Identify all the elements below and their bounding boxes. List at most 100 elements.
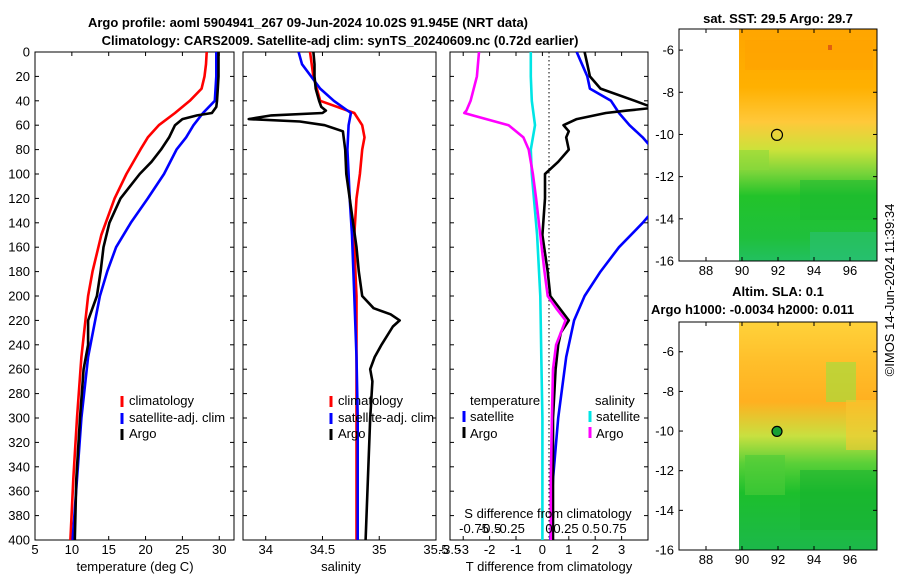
sla-map-panel: Altim. SLA: 0.1 Argo h1000: -0.0034 h200… xyxy=(651,284,878,567)
series-line-satellite-adj-clim xyxy=(71,52,218,540)
sla-argo-marker xyxy=(771,425,783,437)
x-tick-label: 15 xyxy=(101,542,115,557)
figure-title-line2: Climatology: CARS2009. Satellite-adj cli… xyxy=(102,33,579,48)
legend-title-temperature: temperature xyxy=(470,393,540,408)
x-tick-label: 0 xyxy=(539,542,546,557)
s-diff-tick-label: 0 xyxy=(545,521,552,536)
legend-s-argo: Argo xyxy=(596,426,623,441)
salinity-xlabel: salinity xyxy=(321,559,361,574)
salinity-panel: 34 34.5 35 35.5 salinity climatology satell… xyxy=(242,51,449,574)
map-y-tick-label: -10 xyxy=(655,424,674,439)
map-y-tick-label: -12 xyxy=(655,169,674,184)
map-y-tick-label: -16 xyxy=(655,254,674,269)
y-tick-label: 280 xyxy=(8,386,30,401)
temperature-yticks: 0 20 40 60 80 100 120 140 160 180 200 220 240 260 280 3… xyxy=(8,45,234,548)
series-line-argo xyxy=(247,52,402,540)
legend-satellite: satellite-adj. clim xyxy=(338,410,434,425)
y-tick-label: 380 xyxy=(8,508,30,523)
map-y-tick-label: -16 xyxy=(655,543,674,558)
salinity-legend: climatology satellite-adj. clim Argo xyxy=(329,393,434,441)
x-tick-label: 35 xyxy=(372,542,386,557)
difference-legend: temperature satellite Argo salinity sate… xyxy=(462,393,640,441)
y-tick-label: 60 xyxy=(16,118,30,133)
s-diff-tick-label: 0.75 xyxy=(601,521,626,536)
difference-lines xyxy=(462,52,648,540)
legend-climatology: climatology xyxy=(338,393,404,408)
x-tick-label: 10 xyxy=(65,542,79,557)
legend-t-argo: Argo xyxy=(470,426,497,441)
difference-xticks: -3.5-3 -2 -1 0 1 2 3 xyxy=(439,51,648,557)
legend-satellite: satellite-adj. clim xyxy=(129,410,225,425)
difference-xlabel: T difference from climatology xyxy=(466,559,633,574)
sst-field-patch xyxy=(800,180,877,220)
temperature-panel: 0 20 40 60 80 100 120 140 160 180 200 220 240 260 280 3… xyxy=(8,45,235,574)
s-satellite-line xyxy=(529,52,544,540)
y-tick-label: 80 xyxy=(16,142,30,157)
t-satellite-line xyxy=(549,52,648,540)
sst-field-patch xyxy=(739,150,769,170)
map-x-tick-label: 94 xyxy=(807,263,821,278)
x-tick-label: -1 xyxy=(510,542,522,557)
sla-field-patch xyxy=(826,362,856,402)
s-argo-line xyxy=(462,52,567,540)
legend-s-satellite: satellite xyxy=(596,409,640,424)
legend-title-salinity: salinity xyxy=(595,393,635,408)
y-tick-label: 140 xyxy=(8,215,30,230)
s-diff-tick-label: -0.25 xyxy=(495,521,525,536)
salinity-ytick-marks xyxy=(243,51,436,541)
difference-top-ticklabels: -0.75-0.5-0.25 0 0.25 0.5 0.75 xyxy=(459,521,626,536)
y-tick-label: 260 xyxy=(8,362,30,377)
sla-field-patch xyxy=(846,400,877,450)
map-x-tick-label: 90 xyxy=(735,552,749,567)
y-tick-label: 180 xyxy=(8,264,30,279)
y-tick-label: 0 xyxy=(23,45,30,60)
y-tick-label: 20 xyxy=(16,69,30,84)
sla-field-patch xyxy=(800,470,877,530)
x-tick-label: -3.5 xyxy=(439,542,461,557)
map-y-tick-label: -8 xyxy=(662,384,674,399)
series-line-argo xyxy=(73,52,220,540)
credit-wrapper: ©IMOS 14-Jun-2024 11:39:34 xyxy=(882,204,897,377)
map-y-tick-label: -6 xyxy=(662,43,674,58)
sla-map-ticks: 88 90 92 94 96 -6 -8 -10 -12 -14 -16 xyxy=(655,322,877,567)
y-tick-label: 100 xyxy=(8,167,30,182)
x-tick-label: 20 xyxy=(138,542,152,557)
legend-argo: Argo xyxy=(129,426,156,441)
sst-field-patch xyxy=(810,232,877,261)
s-diff-tick-label: 0.5 xyxy=(582,521,600,536)
legend-argo: Argo xyxy=(338,426,365,441)
s-diff-tick-label: -0.75 xyxy=(459,521,489,536)
salinity-xticks: 34 34.5 35 35.5 xyxy=(243,51,449,557)
map-x-tick-label: 96 xyxy=(843,552,857,567)
temperature-xticks: 5 10 15 20 25 30 xyxy=(31,52,226,557)
map-x-tick-label: 94 xyxy=(807,552,821,567)
sla-map-title: Altim. SLA: 0.1 xyxy=(732,284,824,299)
imos-credit: ©IMOS 14-Jun-2024 11:39:34 xyxy=(882,204,897,377)
legend-t-satellite: satellite xyxy=(470,409,514,424)
map-x-tick-label: 92 xyxy=(771,263,785,278)
y-tick-label: 200 xyxy=(8,289,30,304)
map-y-tick-label: -12 xyxy=(655,463,674,478)
t-argo-line xyxy=(541,52,648,540)
y-tick-label: 340 xyxy=(8,459,30,474)
y-tick-label: 40 xyxy=(16,93,30,108)
temperature-xlabel: temperature (deg C) xyxy=(76,559,193,574)
temperature-legend: climatology satellite-adj. clim Argo xyxy=(120,393,225,441)
x-tick-label: -2 xyxy=(484,542,496,557)
temperature-axes-box xyxy=(34,51,235,541)
y-tick-label: 320 xyxy=(8,435,30,450)
s-diff-tick-label: -0.5 xyxy=(479,521,501,536)
series-line-climatology xyxy=(69,52,208,540)
sst-map-panel: sat. SST: 29.5 Argo: 29.7 88 90 92 94 96 -6 -8… xyxy=(655,11,878,278)
x-tick-label: 25 xyxy=(175,542,189,557)
legend-climatology: climatology xyxy=(129,393,195,408)
x-tick-label: -3 xyxy=(457,542,469,557)
x-tick-label: 34 xyxy=(258,542,272,557)
x-tick-label: 35.5 xyxy=(423,542,448,557)
x-tick-label: 30 xyxy=(212,542,226,557)
map-y-tick-label: -14 xyxy=(655,503,674,518)
y-tick-label: 240 xyxy=(8,337,30,352)
map-y-tick-label: -8 xyxy=(662,85,674,100)
map-x-tick-label: 92 xyxy=(771,552,785,567)
